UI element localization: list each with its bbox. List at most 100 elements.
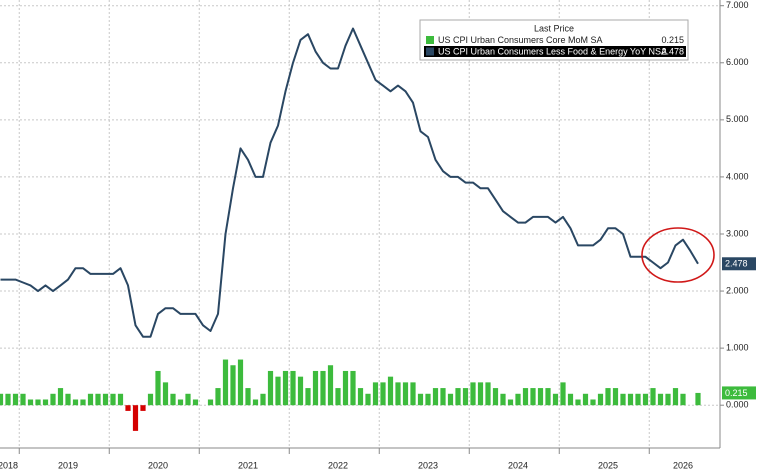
- bar: [432, 388, 439, 406]
- bar: [185, 393, 191, 406]
- bar: [672, 388, 679, 406]
- last-value-tag: [722, 257, 756, 271]
- bar: [87, 393, 94, 406]
- bar: [447, 393, 454, 406]
- bar: [320, 370, 326, 406]
- bar: [440, 388, 446, 406]
- x-tick-label: 2020: [148, 460, 168, 470]
- bar: [192, 399, 199, 406]
- bar: [95, 393, 101, 406]
- bar: [350, 370, 356, 406]
- bar: [237, 359, 244, 406]
- bar: [80, 399, 86, 406]
- bar: [132, 405, 139, 431]
- bar: [252, 399, 259, 406]
- bar: [410, 382, 416, 406]
- bar: [215, 388, 221, 406]
- bar: [20, 393, 26, 406]
- bar: [327, 365, 334, 406]
- line: [0, 27, 699, 338]
- bar: [275, 376, 281, 406]
- bar: [635, 393, 641, 406]
- bar: [387, 376, 394, 406]
- bar: [680, 393, 686, 406]
- bar: [140, 405, 146, 411]
- x-tick-label: 2021: [238, 460, 258, 470]
- bar: [72, 399, 79, 406]
- y-tick-label: 0.000: [726, 400, 749, 410]
- legend-label: US CPI Urban Consumers Less Food & Energ…: [438, 46, 667, 56]
- bar: [552, 393, 559, 406]
- bar: [537, 388, 544, 406]
- grid: [0, 0, 720, 448]
- y-tick-label: 5.000: [726, 114, 749, 124]
- bar: [620, 393, 626, 406]
- last-value-label: 0.215: [725, 388, 748, 398]
- bar: [365, 393, 371, 406]
- bar: [590, 399, 596, 406]
- legend-label: US CPI Urban Consumers Core MoM SA: [438, 35, 603, 45]
- bar: [102, 393, 109, 406]
- bar: [627, 393, 634, 406]
- y-tick-label: 1.000: [726, 343, 749, 353]
- bar: [282, 370, 289, 406]
- bar: [5, 393, 11, 406]
- bar: [110, 393, 116, 406]
- bar: [65, 393, 71, 406]
- bar: [335, 388, 341, 406]
- bar: [147, 393, 154, 406]
- legend-value: 0.215: [661, 35, 684, 45]
- bar: [462, 388, 469, 406]
- bar: [605, 388, 611, 406]
- bar: [492, 388, 499, 406]
- bar: [642, 393, 649, 406]
- bar: [515, 393, 521, 406]
- x-tick-label: 2024: [508, 460, 528, 470]
- legend: Last Price US CPI Urban Consumers Core M…: [419, 19, 689, 61]
- bar: [380, 382, 386, 406]
- bar: [0, 393, 4, 406]
- bar: [245, 388, 251, 406]
- bar: [117, 393, 124, 406]
- legend-value: 2.478: [661, 46, 684, 56]
- x-tick-label: 2018: [0, 460, 18, 470]
- bar: [305, 388, 311, 406]
- bar: [575, 399, 581, 406]
- bar: [230, 365, 236, 406]
- bar: [312, 370, 319, 406]
- x-tick-label: 2025: [598, 460, 618, 470]
- highlight-circle: [641, 227, 715, 283]
- bar: [597, 393, 604, 406]
- bar: [290, 370, 296, 406]
- bar: [665, 393, 671, 406]
- bar: [530, 388, 536, 406]
- bar: [297, 376, 304, 406]
- bar: [162, 382, 169, 406]
- bar: [425, 393, 431, 406]
- bar: [477, 382, 484, 406]
- plot: [0, 27, 701, 431]
- bar: [170, 393, 176, 406]
- legend-title: Last Price: [534, 23, 574, 33]
- y-tick-label: 2.000: [726, 285, 749, 295]
- bar: [455, 388, 461, 406]
- x-tick-label: 2019: [58, 460, 78, 470]
- legend-swatch: [426, 36, 434, 44]
- bar: [342, 370, 349, 406]
- bar: [695, 392, 701, 406]
- bar: [260, 393, 266, 406]
- last-value-label: 2.478: [725, 259, 748, 269]
- bar: [395, 382, 401, 406]
- bar: [207, 399, 214, 406]
- y-tick-label: 4.000: [726, 171, 749, 181]
- bar: [560, 382, 566, 406]
- bar: [125, 405, 131, 411]
- bar: [567, 393, 574, 406]
- y-tick-label: 3.000: [726, 228, 749, 238]
- bar: [155, 370, 161, 406]
- bar: [522, 388, 529, 406]
- x-tick-label: 2026: [673, 460, 693, 470]
- bar: [612, 388, 619, 406]
